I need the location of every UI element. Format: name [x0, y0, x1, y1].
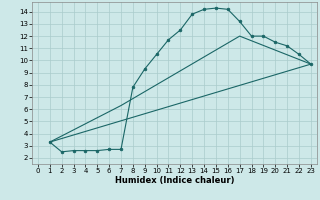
X-axis label: Humidex (Indice chaleur): Humidex (Indice chaleur) — [115, 176, 234, 185]
